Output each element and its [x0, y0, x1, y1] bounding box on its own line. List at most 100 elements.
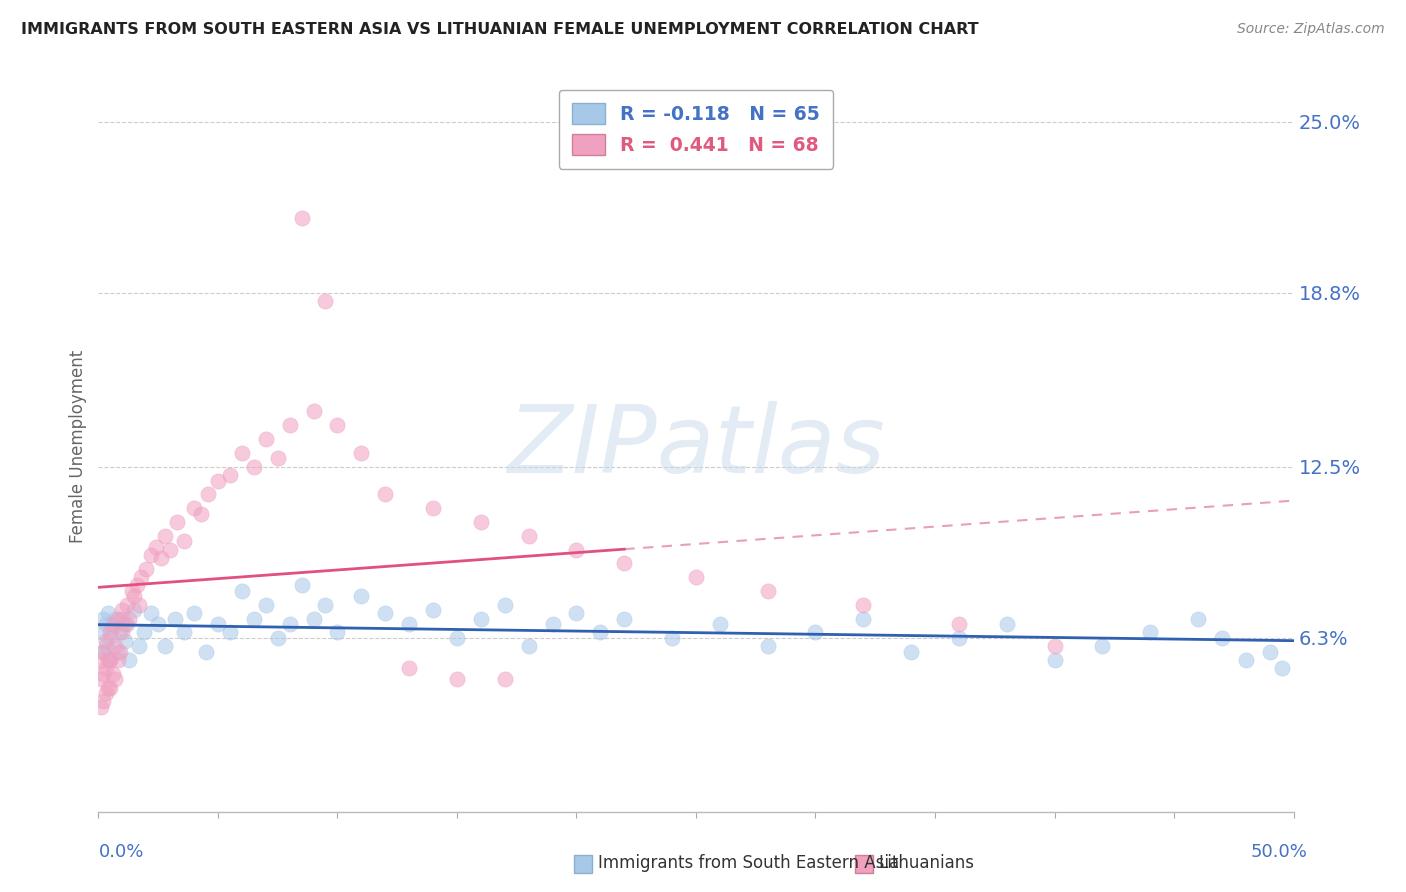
Point — [470, 515, 492, 529]
Point — [107, 653, 129, 667]
Point — [350, 446, 373, 460]
Text: Source: ZipAtlas.com: Source: ZipAtlas.com — [1237, 22, 1385, 37]
Point — [111, 603, 134, 617]
Point — [1271, 661, 1294, 675]
Point — [155, 639, 177, 653]
Point — [315, 598, 337, 612]
Point — [1187, 611, 1209, 625]
Point — [94, 617, 117, 632]
Point — [804, 625, 827, 640]
Point — [104, 639, 127, 653]
Point — [101, 666, 124, 681]
Text: IMMIGRANTS FROM SOUTH EASTERN ASIA VS LITHUANIAN FEMALE UNEMPLOYMENT CORRELATION: IMMIGRANTS FROM SOUTH EASTERN ASIA VS LI… — [21, 22, 979, 37]
Point — [91, 666, 114, 681]
Point — [1211, 631, 1233, 645]
Point — [494, 672, 516, 686]
Point — [94, 661, 117, 675]
Point — [661, 631, 683, 645]
Point — [90, 625, 112, 640]
Point — [565, 606, 588, 620]
Point — [900, 645, 922, 659]
Point — [115, 598, 138, 612]
Point — [121, 583, 143, 598]
Point — [94, 686, 117, 700]
Point — [104, 611, 127, 625]
Point — [517, 639, 540, 653]
Point — [104, 672, 127, 686]
Text: ZIPatlas: ZIPatlas — [508, 401, 884, 491]
Point — [565, 542, 588, 557]
Point — [446, 631, 468, 645]
Text: 50.0%: 50.0% — [1251, 843, 1308, 861]
Point — [107, 611, 129, 625]
Point — [267, 451, 290, 466]
Point — [852, 598, 875, 612]
Point — [166, 515, 188, 529]
Y-axis label: Female Unemployment: Female Unemployment — [69, 350, 87, 542]
Point — [219, 467, 242, 482]
Point — [291, 578, 314, 592]
Point — [155, 529, 177, 543]
Point — [326, 418, 349, 433]
Point — [1234, 653, 1257, 667]
Point — [183, 606, 205, 620]
Point — [132, 625, 155, 640]
Point — [118, 611, 141, 625]
Point — [98, 681, 122, 695]
Point — [98, 631, 122, 645]
Point — [231, 583, 253, 598]
Point — [159, 542, 181, 557]
Point — [446, 672, 468, 686]
Point — [94, 633, 117, 648]
Point — [254, 598, 277, 612]
Point — [517, 529, 540, 543]
Point — [101, 617, 124, 632]
Point — [163, 611, 186, 625]
Point — [139, 548, 162, 562]
Point — [374, 487, 396, 501]
Point — [90, 672, 112, 686]
Point — [398, 661, 420, 675]
Point — [207, 617, 229, 632]
Point — [101, 620, 124, 634]
Point — [291, 211, 314, 226]
Point — [852, 611, 875, 625]
Point — [243, 611, 266, 625]
Point — [183, 501, 205, 516]
Point — [173, 534, 195, 549]
Point — [1091, 639, 1114, 653]
Point — [97, 606, 120, 620]
Point — [145, 540, 167, 554]
Point — [125, 578, 148, 592]
Point — [173, 625, 195, 640]
Point — [97, 681, 120, 695]
Point — [91, 694, 114, 708]
Point — [90, 653, 112, 667]
Point — [114, 633, 136, 648]
Point — [948, 631, 970, 645]
Point — [207, 474, 229, 488]
Point — [111, 625, 134, 640]
Point — [108, 625, 131, 640]
Point — [422, 501, 444, 516]
Point — [422, 603, 444, 617]
Point — [190, 507, 212, 521]
Legend: R = -0.118   N = 65, R =  0.441   N = 68: R = -0.118 N = 65, R = 0.441 N = 68 — [558, 90, 834, 169]
Point — [948, 617, 970, 632]
Point — [219, 625, 242, 640]
Point — [756, 583, 779, 598]
Point — [111, 611, 134, 625]
Point — [91, 645, 114, 659]
Point — [541, 617, 564, 632]
Point — [98, 625, 122, 640]
Point — [494, 598, 516, 612]
Point — [98, 653, 122, 667]
Point — [1043, 639, 1066, 653]
Point — [90, 699, 112, 714]
Point — [350, 590, 373, 604]
Point — [326, 625, 349, 640]
Point — [470, 611, 492, 625]
Point — [995, 617, 1018, 632]
Point — [108, 645, 131, 659]
Point — [374, 606, 396, 620]
